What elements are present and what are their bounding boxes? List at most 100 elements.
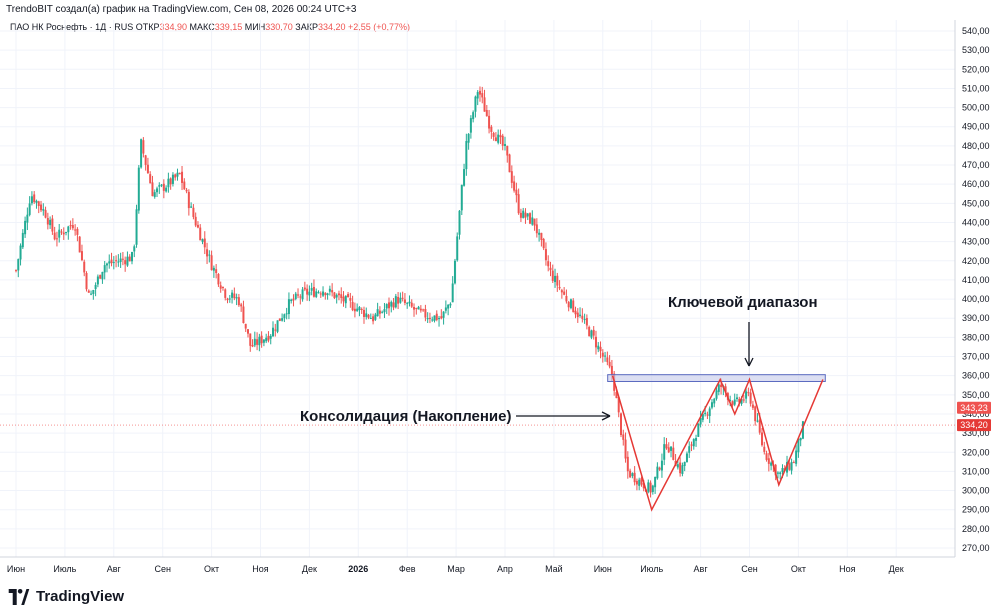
candle-body — [524, 212, 527, 218]
price-tick-label: 480,00 — [962, 141, 990, 151]
candle-body — [672, 447, 675, 460]
candle-body — [235, 297, 238, 299]
candle-body — [724, 386, 727, 393]
candle-body — [758, 419, 761, 433]
candle-body — [324, 292, 327, 296]
candle-body — [315, 291, 318, 297]
candle-body — [651, 485, 654, 492]
candle-body — [394, 296, 397, 308]
candle-body — [126, 256, 129, 266]
candle-body — [40, 204, 43, 211]
candle-body — [115, 260, 118, 262]
candle-body — [504, 144, 506, 147]
candle-body — [654, 476, 657, 488]
candle-body — [440, 316, 443, 319]
candle-body — [308, 291, 311, 296]
candle-body — [556, 275, 559, 286]
candle-body — [156, 188, 159, 193]
candle-body — [597, 345, 600, 350]
candle-body — [688, 446, 691, 453]
time-axis[interactable]: Июн Июль Авг Сен Окт Ноя Дек 2026 Фев Мар Апр Май Ию… — [0, 556, 955, 574]
candle-body — [660, 460, 663, 471]
candle-body — [328, 288, 331, 292]
candle-body — [55, 238, 58, 240]
candle-body — [80, 251, 83, 261]
open-label: ОТКР — [135, 22, 160, 32]
candle-body — [735, 397, 738, 400]
candle-body — [476, 92, 479, 99]
candle-body — [85, 272, 88, 290]
price-tick-label: 390,00 — [962, 313, 990, 323]
candle-body — [451, 283, 454, 303]
candle-body — [692, 439, 695, 447]
candle-body — [160, 184, 163, 186]
price-tick-label: 440,00 — [962, 217, 990, 227]
candle-body — [392, 302, 395, 308]
candle-body — [262, 339, 265, 343]
candle-body — [665, 444, 668, 449]
candle-body — [358, 307, 361, 310]
candle-body — [638, 479, 641, 486]
price-tick-label: 530,00 — [962, 45, 990, 55]
candle-body — [183, 181, 186, 190]
candle-body — [649, 482, 652, 493]
candle-body — [435, 313, 438, 320]
candle-body — [747, 392, 750, 394]
candle-body — [65, 231, 68, 233]
price-tick-label: 350,00 — [962, 390, 990, 400]
candle-body — [44, 210, 47, 218]
candle-body — [283, 314, 286, 319]
candle-body — [594, 336, 597, 348]
candle-body — [53, 232, 56, 240]
candle-body — [642, 483, 645, 489]
symbol-name[interactable]: ПАО НК Роснефть · 1Д · RUS — [10, 22, 134, 32]
candle-body — [685, 453, 688, 463]
key-range-arrowhead — [744, 357, 754, 367]
candle-body — [453, 260, 456, 284]
candle-body — [576, 312, 579, 318]
price-axis[interactable]: 540,00 530,00 520,00 510,00 500,00 490,00 480,… — [954, 0, 1000, 560]
candle-body — [590, 330, 593, 338]
candle-body — [128, 256, 131, 262]
candle-body — [533, 218, 536, 226]
high-value: 339,15 — [214, 22, 243, 32]
candle-body — [422, 309, 425, 311]
candle-body — [790, 462, 793, 471]
candle-body — [626, 456, 629, 472]
candle-body — [192, 207, 195, 217]
candle-body — [610, 365, 613, 375]
candle-body — [619, 413, 622, 436]
candle-body — [572, 300, 575, 313]
candle-body — [522, 210, 525, 218]
tradingview-logo[interactable]: TradingView — [8, 588, 124, 605]
candle-body — [249, 333, 252, 346]
candle-body — [467, 133, 470, 143]
price-tick-label: 290,00 — [962, 505, 990, 515]
candle-body — [342, 296, 345, 302]
price-tick-label: 370,00 — [962, 352, 990, 362]
price-badge — [957, 419, 991, 432]
candle-body — [117, 261, 120, 263]
candle-body — [365, 313, 368, 317]
candle-body — [701, 414, 704, 420]
price-tick-label: 330,00 — [962, 428, 990, 438]
candle-body — [697, 423, 700, 437]
candle-body — [663, 444, 666, 460]
candle-body — [356, 308, 359, 312]
candle-body — [15, 270, 17, 272]
price-tick-label: 410,00 — [962, 275, 990, 285]
candle-body — [424, 309, 427, 318]
candle-body — [574, 310, 577, 315]
candle-body — [297, 294, 300, 296]
price-tick-label: 490,00 — [962, 122, 990, 132]
candle-body — [158, 185, 161, 187]
candle-body — [74, 229, 77, 231]
candle-body — [419, 308, 422, 311]
candle-body — [442, 311, 445, 318]
price-tick-label: 310,00 — [962, 466, 990, 476]
candle-body — [526, 213, 529, 217]
candle-body — [133, 246, 136, 252]
candle-body — [679, 462, 682, 474]
candle-body — [740, 399, 743, 404]
